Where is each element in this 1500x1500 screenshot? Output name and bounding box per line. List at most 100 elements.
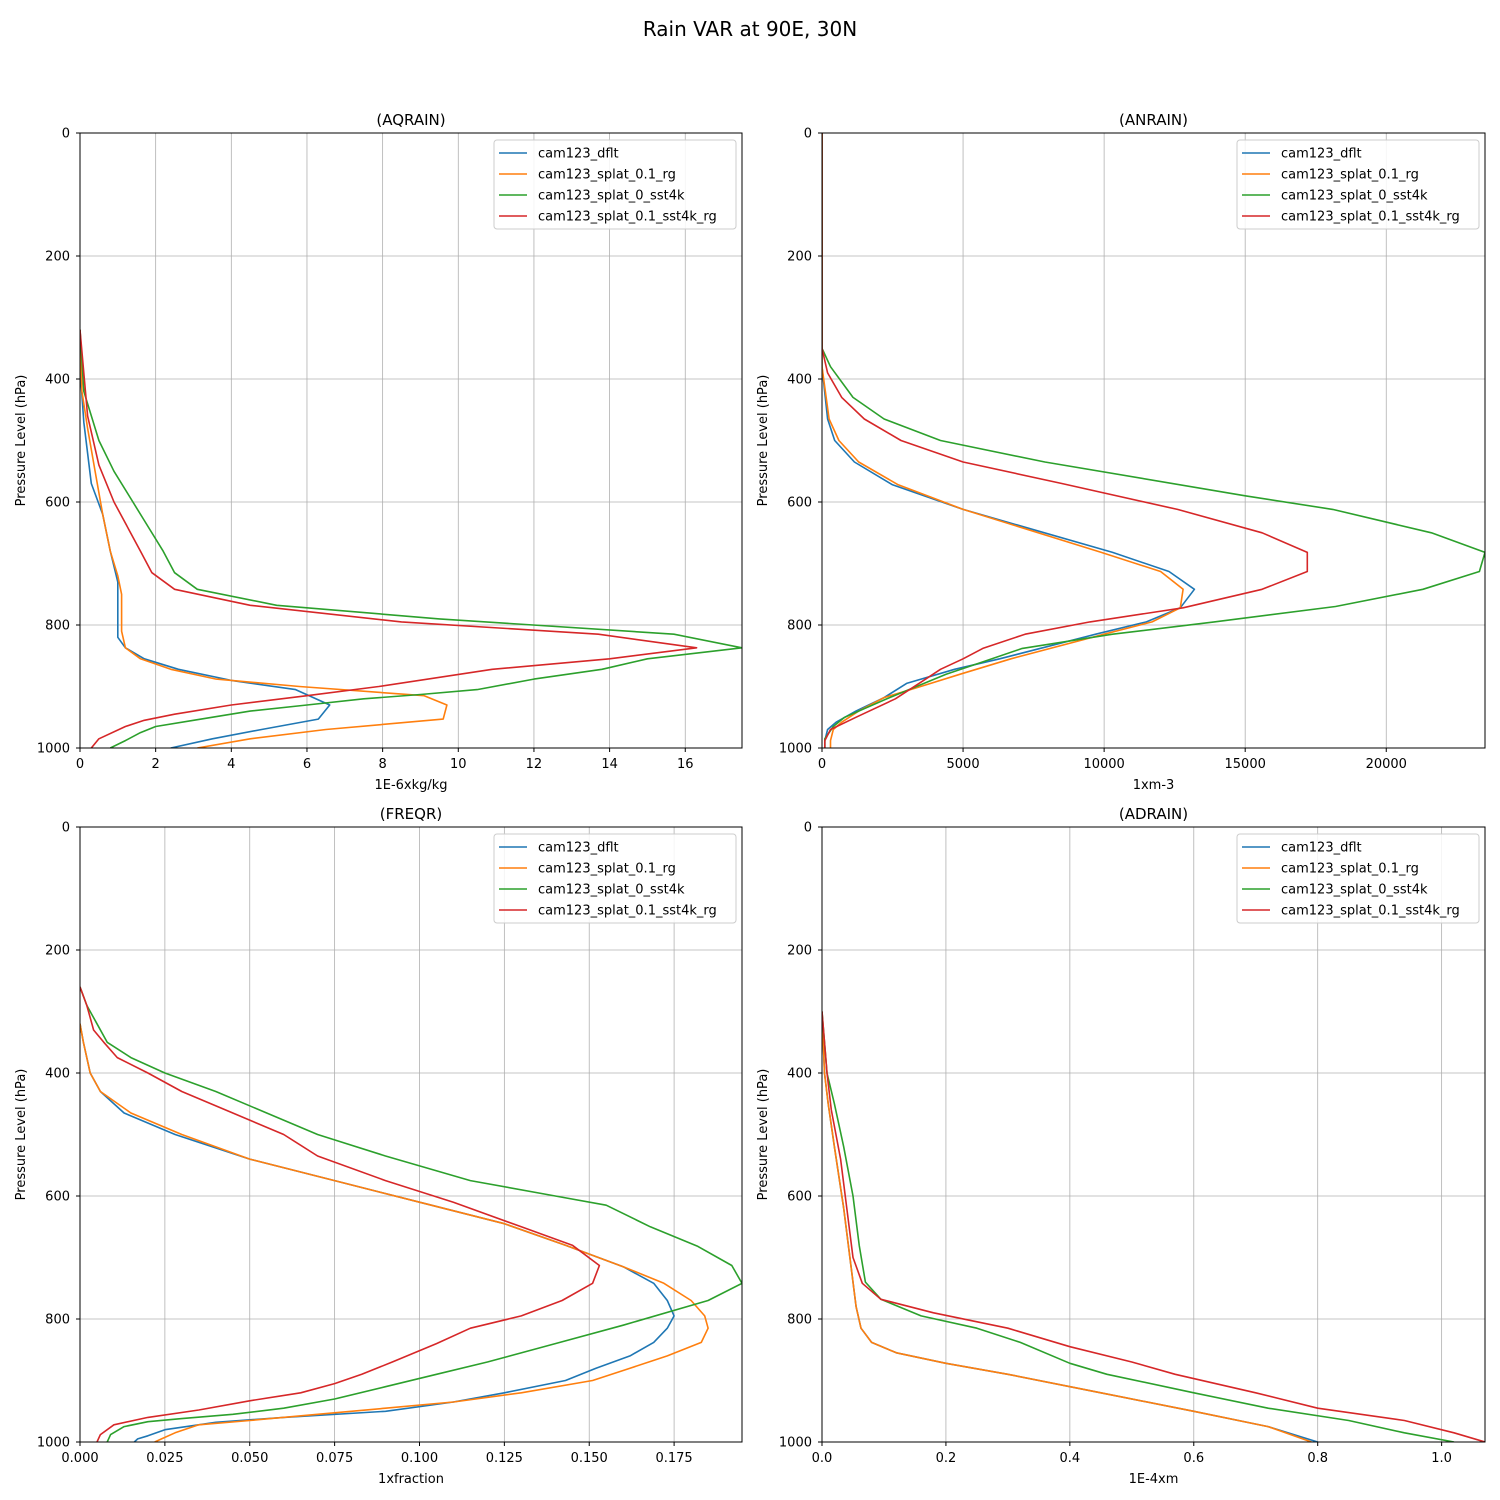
x-tick-label: 0.8 [1307, 1451, 1328, 1466]
x-tick-label: 15000 [1225, 757, 1266, 772]
y-tick-label: 0 [804, 127, 812, 142]
legend-box [493, 833, 737, 924]
legend-label-cam123-splat-0-1-sst4k-rg: cam123_splat_0.1_sst4k_rg [538, 210, 717, 225]
y-axis-label: Pressure Level (hPa) [756, 1069, 771, 1201]
y-tick-label: 400 [45, 373, 70, 388]
y-tick-label: 1000 [779, 742, 812, 757]
y-tick-label: 400 [787, 373, 812, 388]
y-tick-label: 200 [787, 250, 812, 265]
y-tick-label: 0 [62, 127, 70, 142]
x-tick-label: 6 [303, 757, 311, 772]
panel-title-adrain: (ADRAIN) [1119, 805, 1188, 823]
x-tick-label: 2 [152, 757, 160, 772]
legend-label-cam123-splat-0-sst4k: cam123_splat_0_sst4k [1281, 189, 1428, 204]
legend-label-cam123-splat-0-sst4k: cam123_splat_0_sst4k [1281, 883, 1428, 898]
y-tick-label: 200 [45, 250, 70, 265]
series-group [80, 329, 742, 748]
panel-freqr: (FREQR) 0.000 0.025 0.050 0.075 0.100 0.125 0.1… [14, 805, 743, 1487]
x-tick-label: 0.025 [146, 1451, 183, 1466]
x-axis-label: 1xm-3 [1133, 778, 1175, 793]
x-tick-label: 0 [818, 757, 826, 772]
axes-frame [821, 132, 1486, 749]
panel-title-anrain: (ANRAIN) [1119, 111, 1188, 129]
legend-label-cam123-splat-0-sst4k: cam123_splat_0_sst4k [538, 883, 685, 898]
figure-title: Rain VAR at 90E, 30N [643, 17, 857, 41]
series-line-cam123-splat-0-1-rg [80, 329, 448, 748]
axes-frame [79, 132, 743, 749]
x-tick-label: 16 [677, 757, 694, 772]
series-line-cam123-splat-0-1-rg [80, 1023, 709, 1442]
series-line-cam123-splat-0-sst4k [822, 1011, 1455, 1442]
x-tick-label: 0.150 [571, 1451, 608, 1466]
x-tick-label: 12 [526, 757, 543, 772]
x-tick-label: 0.175 [655, 1451, 692, 1466]
panel-title-aqrain: (AQRAIN) [376, 111, 445, 129]
legend-label-cam123-splat-0-1-rg: cam123_splat_0.1_rg [1281, 862, 1419, 877]
series-line-cam123-splat-0-1-rg [822, 1011, 1312, 1442]
legend-label-cam123-splat-0-1-sst4k-rg: cam123_splat_0.1_sst4k_rg [1281, 904, 1460, 919]
y-tick-label: 600 [45, 496, 70, 511]
x-tick-label: 0.075 [316, 1451, 353, 1466]
legend: cam123_dflt cam123_splat_0.1_rg cam123_spl… [493, 139, 737, 230]
series-line-cam123-splat-0-1-rg [822, 133, 1184, 748]
y-tick-label: 400 [45, 1067, 70, 1082]
axes-frame [79, 826, 743, 1443]
series-line-cam123-splat-0-1-sst4k-rg [80, 329, 698, 748]
legend-label-cam123-splat-0-1-rg: cam123_splat_0.1_rg [538, 862, 676, 877]
subplot-grid: (AQRAIN) 0 2 4 6 8 10 12 14 16 0 200 400 600 800 1000 1E… [14, 111, 1486, 1487]
x-tick-label: 10000 [1083, 757, 1124, 772]
y-tick-label: 200 [45, 944, 70, 959]
series-line-cam123-splat-0-1-sst4k-rg [822, 133, 1309, 748]
x-tick-label: 0.050 [231, 1451, 268, 1466]
x-tick-label: 0.0 [812, 1451, 833, 1466]
series-line-cam123-splat-0-1-sst4k-rg [80, 986, 601, 1442]
x-axis-label: 1xfraction [378, 1472, 444, 1487]
x-tick-label: 0.4 [1060, 1451, 1081, 1466]
y-tick-label: 800 [45, 1313, 70, 1328]
y-tick-label: 800 [787, 619, 812, 634]
series-group [822, 1011, 1485, 1442]
y-tick-label: 600 [45, 1190, 70, 1205]
x-tick-label: 0 [76, 757, 84, 772]
legend-label-cam123-splat-0-1-sst4k-rg: cam123_splat_0.1_sst4k_rg [538, 904, 717, 919]
y-axis-label: Pressure Level (hPa) [14, 375, 29, 507]
series-line-cam123-splat-0-sst4k [822, 133, 1485, 748]
legend-label-cam123-dflt: cam123_dflt [538, 147, 619, 162]
x-tick-label: 0.100 [401, 1451, 438, 1466]
series-line-cam123-dflt [80, 329, 331, 748]
legend-label-cam123-splat-0-sst4k: cam123_splat_0_sst4k [538, 189, 685, 204]
axes-frame [821, 826, 1486, 1443]
x-tick-label: 8 [378, 757, 386, 772]
y-tick-label: 0 [62, 821, 70, 836]
x-axis-label: 1E-6xkg/kg [374, 778, 447, 793]
legend-label-cam123-splat-0-1-rg: cam123_splat_0.1_rg [1281, 168, 1419, 183]
panel-title-freqr: (FREQR) [380, 805, 442, 823]
legend-label-cam123-dflt: cam123_dflt [538, 841, 619, 856]
y-tick-label: 600 [787, 496, 812, 511]
y-axis-label: Pressure Level (hPa) [14, 1069, 29, 1201]
x-tick-label: 14 [601, 757, 618, 772]
y-axis-label: Pressure Level (hPa) [756, 375, 771, 507]
x-tick-label: 0.000 [61, 1451, 98, 1466]
panel-aqrain: (AQRAIN) 0 2 4 6 8 10 12 14 16 0 200 400 600 800 1000 1E… [14, 111, 743, 793]
y-tick-label: 1000 [37, 1436, 70, 1451]
legend-label-cam123-splat-0-1-sst4k-rg: cam123_splat_0.1_sst4k_rg [1281, 210, 1460, 225]
legend-label-cam123-dflt: cam123_dflt [1281, 147, 1362, 162]
x-axis-label: 1E-4xm [1129, 1472, 1179, 1487]
series-line-cam123-splat-0-1-sst4k-rg [822, 1011, 1485, 1442]
y-tick-label: 400 [787, 1067, 812, 1082]
legend-box [1236, 833, 1480, 924]
x-tick-label: 0.6 [1183, 1451, 1204, 1466]
legend-label-cam123-dflt: cam123_dflt [1281, 841, 1362, 856]
x-tick-label: 10 [450, 757, 467, 772]
legend-box [1236, 139, 1480, 230]
series-group [80, 986, 742, 1442]
y-tick-label: 200 [787, 944, 812, 959]
panel-adrain: (ADRAIN) 0.0 0.2 0.4 0.6 0.8 1.0 0 200 400 600 800 1… [756, 805, 1486, 1487]
series-line-cam123-splat-0-sst4k [80, 986, 742, 1442]
x-tick-label: 0.2 [936, 1451, 957, 1466]
legend: cam123_dflt cam123_splat_0.1_rg cam123_spl… [1236, 139, 1480, 230]
x-tick-label: 20000 [1366, 757, 1407, 772]
x-tick-label: 1.0 [1431, 1451, 1452, 1466]
